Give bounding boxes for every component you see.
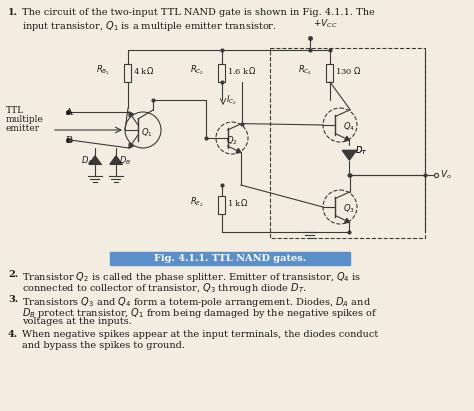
Polygon shape [129, 112, 133, 117]
Text: 1.: 1. [8, 8, 18, 17]
Text: input transistor, $Q_1$ is a multiple emitter transistor.: input transistor, $Q_1$ is a multiple em… [22, 19, 277, 33]
Bar [270, 48, 425, 238]
Bar [125, 64, 131, 82]
Text: B: B [65, 136, 72, 145]
Text: $D_A$: $D_A$ [81, 155, 93, 167]
Text: $Q_4$: $Q_4$ [343, 120, 355, 132]
Text: Transistors $Q_3$ and $Q_4$ form a totem-pole arrangement. Diodes, $D_A$ and: Transistors $Q_3$ and $Q_4$ form a totem… [22, 295, 371, 309]
Polygon shape [342, 150, 356, 160]
Text: Fig. 4.1.1. TTL NAND gates.: Fig. 4.1.1. TTL NAND gates. [154, 254, 306, 263]
Bar [327, 64, 334, 82]
Text: $R_{B_1}$: $R_{B_1}$ [96, 63, 110, 77]
Text: emitter: emitter [6, 124, 40, 133]
Text: $Q_1$: $Q_1$ [141, 126, 153, 139]
Text: $I_{C_2}$: $I_{C_2}$ [226, 93, 237, 106]
Text: $V_o$: $V_o$ [440, 169, 452, 181]
Text: A: A [65, 108, 72, 116]
Text: 3.: 3. [8, 295, 18, 304]
Polygon shape [89, 156, 101, 164]
Text: $D_T$: $D_T$ [356, 144, 368, 157]
Polygon shape [345, 136, 349, 141]
Text: 130 $\Omega$: 130 $\Omega$ [335, 65, 362, 76]
Text: $R_{C_2}$: $R_{C_2}$ [190, 63, 204, 77]
Text: Transistor $Q_2$ is called the phase splitter. Emitter of transistor, $Q_4$ is: Transistor $Q_2$ is called the phase spl… [22, 270, 361, 284]
Text: 4 k$\Omega$: 4 k$\Omega$ [133, 65, 154, 76]
Text: 1 k$\Omega$: 1 k$\Omega$ [227, 196, 248, 208]
Text: and bypass the spikes to ground.: and bypass the spikes to ground. [22, 341, 185, 350]
Text: $Q_3$: $Q_3$ [343, 202, 355, 215]
Text: 4.: 4. [8, 330, 18, 339]
Text: $R_{C_4}$: $R_{C_4}$ [298, 63, 312, 77]
Text: voltages at the inputs.: voltages at the inputs. [22, 317, 132, 326]
Bar [219, 64, 226, 82]
Polygon shape [236, 148, 241, 153]
Text: $R_{E_2}$: $R_{E_2}$ [190, 195, 204, 209]
Text: 2.: 2. [8, 270, 18, 279]
Text: connected to collector of transistor, $Q_3$ through diode $D_T$.: connected to collector of transistor, $Q… [22, 281, 307, 295]
Polygon shape [129, 143, 133, 148]
Text: $D_B$ protect transistor, $Q_1$ from being damaged by the negative spikes of: $D_B$ protect transistor, $Q_1$ from bei… [22, 306, 378, 320]
Text: $+V_{CC}$: $+V_{CC}$ [313, 18, 337, 30]
Text: $D_T$: $D_T$ [356, 144, 368, 157]
Text: The circuit of the two-input TTL NAND gate is shown in Fig. 4.1.1. The: The circuit of the two-input TTL NAND ga… [22, 8, 375, 17]
Text: 1.6 k$\Omega$: 1.6 k$\Omega$ [227, 65, 256, 76]
Text: multiple: multiple [6, 115, 44, 124]
Polygon shape [345, 218, 349, 223]
Text: When negative spikes appear at the input terminals, the diodes conduct: When negative spikes appear at the input… [22, 330, 378, 339]
Text: $Q_2$: $Q_2$ [226, 134, 238, 146]
Bar [110, 252, 350, 265]
Text: $D_B$: $D_B$ [119, 155, 131, 167]
Bar [219, 196, 226, 214]
Text: TTL: TTL [6, 106, 24, 115]
Polygon shape [110, 156, 122, 164]
